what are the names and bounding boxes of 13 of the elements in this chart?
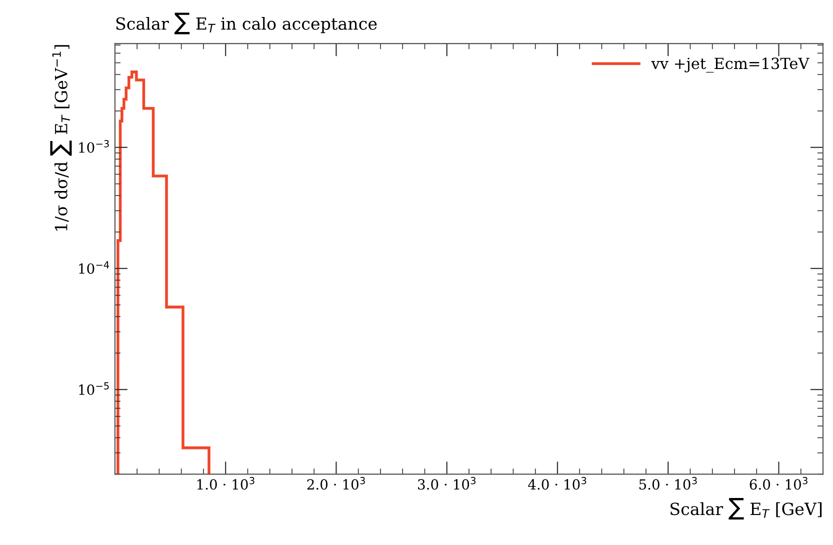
y-tick-label: 10$^{−4}$ <box>79 261 110 274</box>
x-tick-label: 5.0 · 10$^{3}$ <box>639 476 697 490</box>
x-tick-label: 4.0 · 10$^{3}$ <box>528 476 586 490</box>
y-axis-title: 1/σ dσ/d ∑ E$_{T}$ [GeV$^{−1}$] <box>50 45 72 231</box>
x-tick-label: 3.0 · 10$^{3}$ <box>418 476 476 490</box>
y-tick-label: 10$^{−5}$ <box>79 382 109 395</box>
x-tick-label: 1.0 · 10$^{3}$ <box>197 476 254 490</box>
x-tick-label: 6.0 · 10$^{3}$ <box>750 476 808 490</box>
x-axis-title: Scalar ∑ E$_{T}$ [GeV] <box>670 498 822 520</box>
x-tick-label: 2.0 · 10$^{3}$ <box>307 476 365 490</box>
y-tick-label: 10$^{−3}$ <box>79 140 109 153</box>
legend-label: vv +jet_Ecm=13TeV <box>651 58 810 73</box>
chart-title: Scalar ∑ E$_{T}$ in calo acceptance <box>116 12 377 34</box>
